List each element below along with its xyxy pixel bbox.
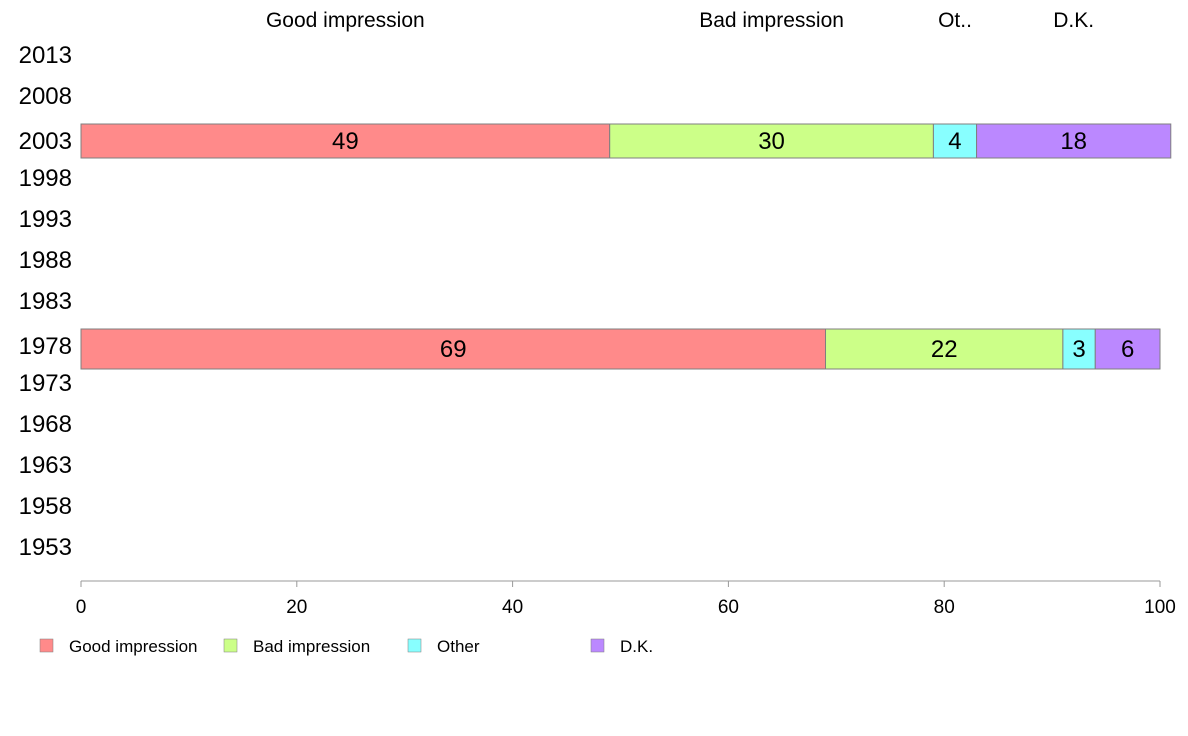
y-label-1988: 1988 [19,247,72,274]
data-label-2003-0: 49 [332,128,359,155]
bar-1978-bad-impression [825,328,1064,370]
bar-1978-d-k- [1094,328,1161,370]
y-label-1993: 1993 [19,206,72,233]
x-tick-label-0: 0 [76,597,87,618]
bars: 49 30 4 18 69 22 3 6 [80,123,1172,370]
column-header-2: Ot.. [938,9,972,32]
legend: Good impression Bad impression Other D.K. [39,637,653,656]
column-header-1: Bad impression [699,9,844,32]
data-label-1978-2: 3 [1072,336,1085,363]
data-label-1978-1: 22 [931,336,958,363]
x-tick-label-80: 80 [934,597,955,618]
bar-2003-d-k- [976,123,1172,159]
x-tick-label-100: 100 [1144,597,1176,618]
y-label-1953: 1953 [19,534,72,561]
bar-2003-bad-impression [609,123,934,159]
bar-1978-other [1062,328,1096,370]
y-label-1983: 1983 [19,288,72,315]
legend-swatch-bad-impression [223,638,238,653]
x-tick-label-20: 20 [286,597,307,618]
y-label-1958: 1958 [19,493,72,520]
y-label-1963: 1963 [19,452,72,479]
column-header-0: Good impression [266,9,425,32]
y-label-1998: 1998 [19,165,72,192]
legend-swatch-d-k- [590,638,605,653]
legend-swatch-other [407,638,422,653]
y-label-2013: 2013 [19,42,72,69]
legend-swatch-good-impression [39,638,54,653]
bar-2003-other [932,123,978,159]
legend-label-d-k-: D.K. [620,637,653,656]
legend-label-good-impression: Good impression [69,637,198,656]
legend-label-other: Other [437,637,480,656]
legend-label-bad-impression: Bad impression [253,637,370,656]
data-label-1978-3: 6 [1121,336,1134,363]
y-label-1978: 1978 [19,333,72,360]
bar-1978-good-impression [80,328,827,370]
y-label-1968: 1968 [19,411,72,438]
x-axis: 0 20 40 60 80 100 [76,580,1176,618]
x-tick-label-40: 40 [502,597,523,618]
column-headers: Good impression Bad impression Ot.. D.K. [266,9,1094,32]
data-label-2003-2: 4 [948,128,961,155]
y-label-2008: 2008 [19,83,72,110]
data-label-1978-0: 69 [440,336,467,363]
x-tick-label-60: 60 [718,597,739,618]
y-label-2003: 2003 [19,128,72,155]
column-header-3: D.K. [1053,9,1094,32]
y-axis-labels: 2013 2008 2003 1998 1993 1988 1983 1978 1973 1968… [19,42,72,561]
y-label-1973: 1973 [19,370,72,397]
bar-2003-good-impression [80,123,611,159]
data-label-2003-3: 18 [1060,128,1087,155]
data-label-2003-1: 30 [758,128,785,155]
